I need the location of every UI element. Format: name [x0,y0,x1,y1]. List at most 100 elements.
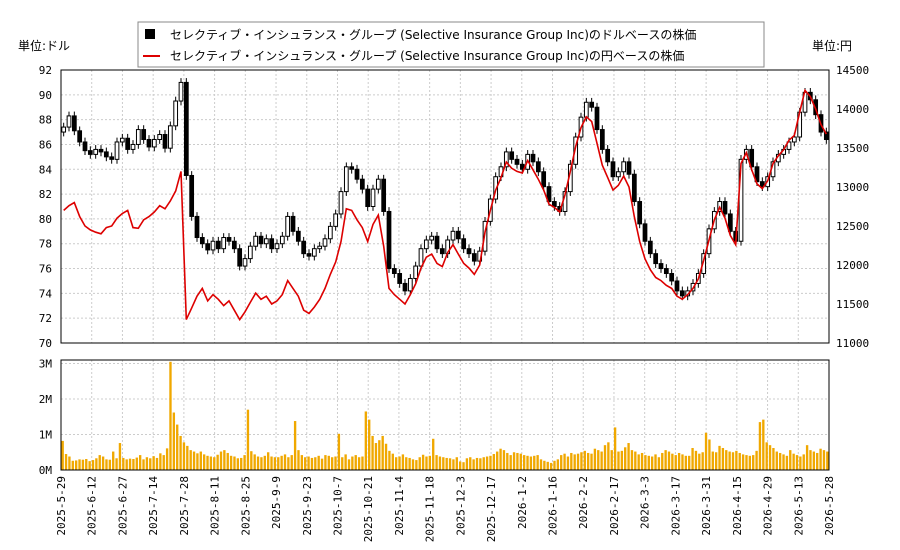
candle-20 [167,121,173,153]
candle-body-18 [157,134,163,140]
left-tick-label-11: 92 [39,64,52,77]
candle-68 [423,235,429,254]
candle-112 [658,259,664,273]
volume-bar-155 [583,450,586,470]
candle-body-3 [77,130,83,143]
x-tick-label-13: 2025-12-3 [454,476,467,536]
volume-bar-206 [755,450,758,470]
candle-44 [295,226,301,246]
candle-53 [343,162,349,196]
volume-bar-154 [580,452,583,470]
volume-bar-210 [768,445,772,470]
candle-body-31 [226,237,232,242]
volume-bar-108 [425,456,428,470]
candle-body-39 [269,238,275,250]
volume-bar-34 [176,424,179,470]
volume-bar-144 [546,461,549,470]
candle-body-34 [242,258,248,267]
volume-bar-68 [290,455,293,470]
candle-15 [141,125,147,144]
candle-body-113 [663,268,669,275]
candle-body-35 [247,245,253,260]
left-tick-label-3: 76 [39,263,52,276]
volume-bar-5 [78,459,81,470]
candle-69 [429,231,435,245]
candle-body-137 [791,136,797,143]
candle-114 [669,269,675,286]
candle-body-4 [82,141,88,152]
candle-100 [594,102,600,134]
candle-107 [631,169,637,206]
x-tick-label-20: 2026-3-17 [669,476,682,536]
candle-40 [274,239,280,254]
volume-bar-36 [182,442,186,470]
volume-bar-165 [617,451,620,470]
volume-bar-226 [822,450,826,470]
volume-bar-220 [802,454,805,470]
x-tick-label-4: 2025-7-28 [178,476,191,536]
volume-bar-48 [223,450,226,470]
left-tick-label-1: 72 [39,312,52,325]
candle-27 [205,239,211,255]
candle-body-115 [674,280,680,292]
volume-bar-200 [735,450,738,470]
volume-bar-32 [169,361,172,470]
volume-bar-97 [388,450,391,470]
left-tick-label-2: 74 [39,287,53,300]
candle-body-12 [125,137,131,150]
candle-88 [530,150,536,167]
volume-bar-189 [698,453,701,470]
candle-body-90 [541,171,547,188]
volume-bar-23 [138,455,142,470]
volume-bar-152 [573,454,576,470]
candle-body-109 [642,223,648,242]
candle-84 [509,147,515,164]
volume-bar-102 [405,457,408,470]
candle-110 [647,236,653,258]
candle-26 [199,233,205,249]
candle-body-47 [311,248,317,257]
volume-bar-85 [347,459,351,470]
candle-64 [402,279,408,296]
candle-58 [370,184,376,211]
legend: セレクティブ・インシュランス・グループ (Selective Insurance… [137,21,765,68]
x-tick-label-23: 2026-4-29 [762,476,775,536]
volume-bar-204 [748,455,752,470]
volume-bar-150 [566,456,570,470]
volume-axis-ticks: 0M 1M 2M 3M [39,358,53,477]
candle-body-27 [205,243,211,251]
candle-61 [386,207,392,273]
volume-bar-169 [630,450,634,470]
candle-body-21 [173,100,179,127]
volume-bar-117 [455,457,458,470]
volume-bar-90 [364,411,368,470]
candle-35 [247,241,253,263]
candle-body-40 [274,243,280,250]
x-tick-label-3: 2025-7-14 [147,476,160,536]
volume-bar-62 [270,456,273,470]
volume-bar-148 [560,455,563,470]
volume-bar-101 [401,454,405,470]
candle-body-57 [365,188,371,207]
left-tick-label-8: 86 [39,138,52,151]
candle-17 [151,135,157,152]
volume-bar-223 [812,451,816,470]
volume-bar-13 [105,459,108,470]
candle-108 [637,197,643,229]
candle-body-2 [71,115,77,132]
volume-bar-225 [819,448,822,470]
candle-body-7 [98,148,104,153]
volume-bar-100 [398,456,401,470]
volume-bar-202 [741,454,745,470]
candle-body-59 [375,178,381,190]
volume-bar-136 [519,453,522,470]
volume-bar-181 [671,453,674,470]
volume-bar-63 [273,457,277,470]
right-tick-label-7: 14500 [836,64,869,77]
candle-body-48 [317,245,323,250]
candle-body-23 [183,81,189,176]
candle-body-107 [631,173,637,203]
volume-bar-122 [472,459,475,470]
volume-bar-176 [654,454,657,470]
